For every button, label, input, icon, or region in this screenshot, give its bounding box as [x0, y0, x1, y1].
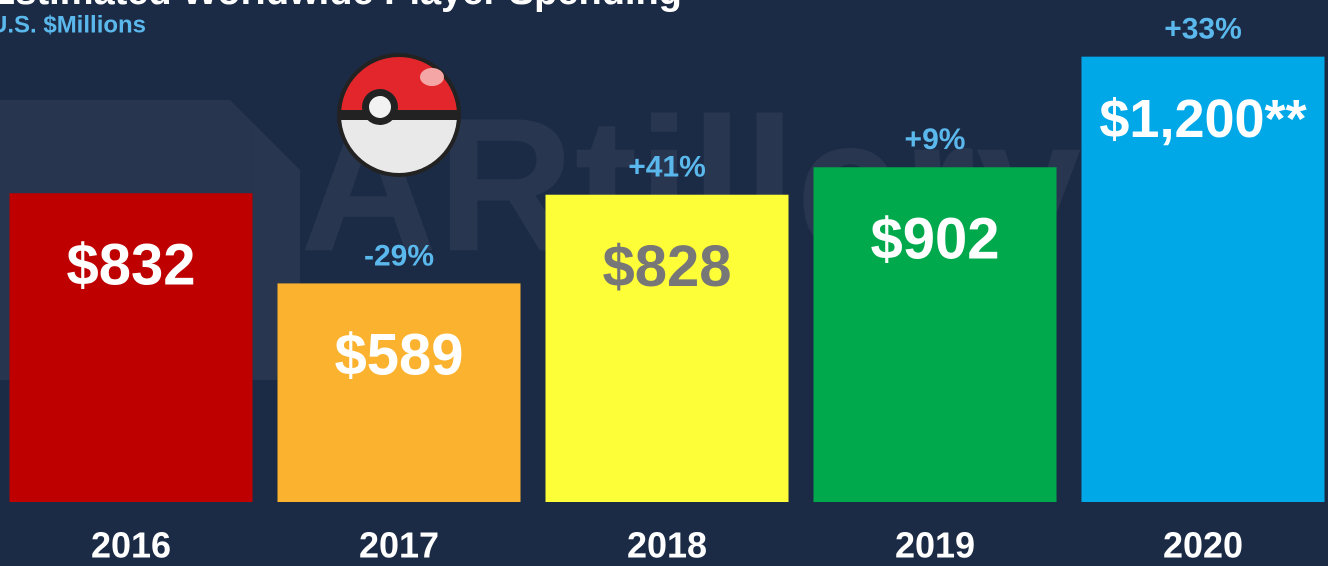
pokeball-top: [341, 57, 457, 115]
change-label: +41%: [628, 151, 706, 184]
value-label: $1,200**: [1099, 89, 1306, 149]
pokeball: [337, 53, 461, 177]
x-tick-label: 2017: [359, 525, 439, 566]
change-label: -29%: [364, 239, 434, 272]
value-label: $832: [66, 233, 195, 298]
x-tick-label: 2019: [895, 525, 975, 566]
chart-title: Estimated Worldwide Player Spending: [0, 0, 682, 13]
x-tick-label: 2018: [627, 525, 707, 566]
value-label: $589: [334, 323, 463, 388]
change-label: +33%: [1164, 13, 1242, 46]
bar: [545, 194, 789, 502]
bar: [813, 167, 1057, 502]
x-tick-label: 2020: [1163, 525, 1243, 566]
bar: [1081, 56, 1325, 503]
pokeball-shine: [420, 68, 444, 86]
pokeball-button: [369, 96, 391, 118]
bar: [277, 283, 521, 502]
value-label: $902: [870, 207, 999, 272]
chart-subtitle: U.S. $Millions: [0, 11, 146, 38]
pokeball-bottom: [341, 115, 457, 173]
x-tick-label: 2016: [91, 525, 171, 566]
change-label: +9%: [905, 123, 966, 156]
pokeball-band: [341, 110, 457, 120]
bar: [9, 193, 253, 503]
value-label: $828: [602, 234, 731, 299]
